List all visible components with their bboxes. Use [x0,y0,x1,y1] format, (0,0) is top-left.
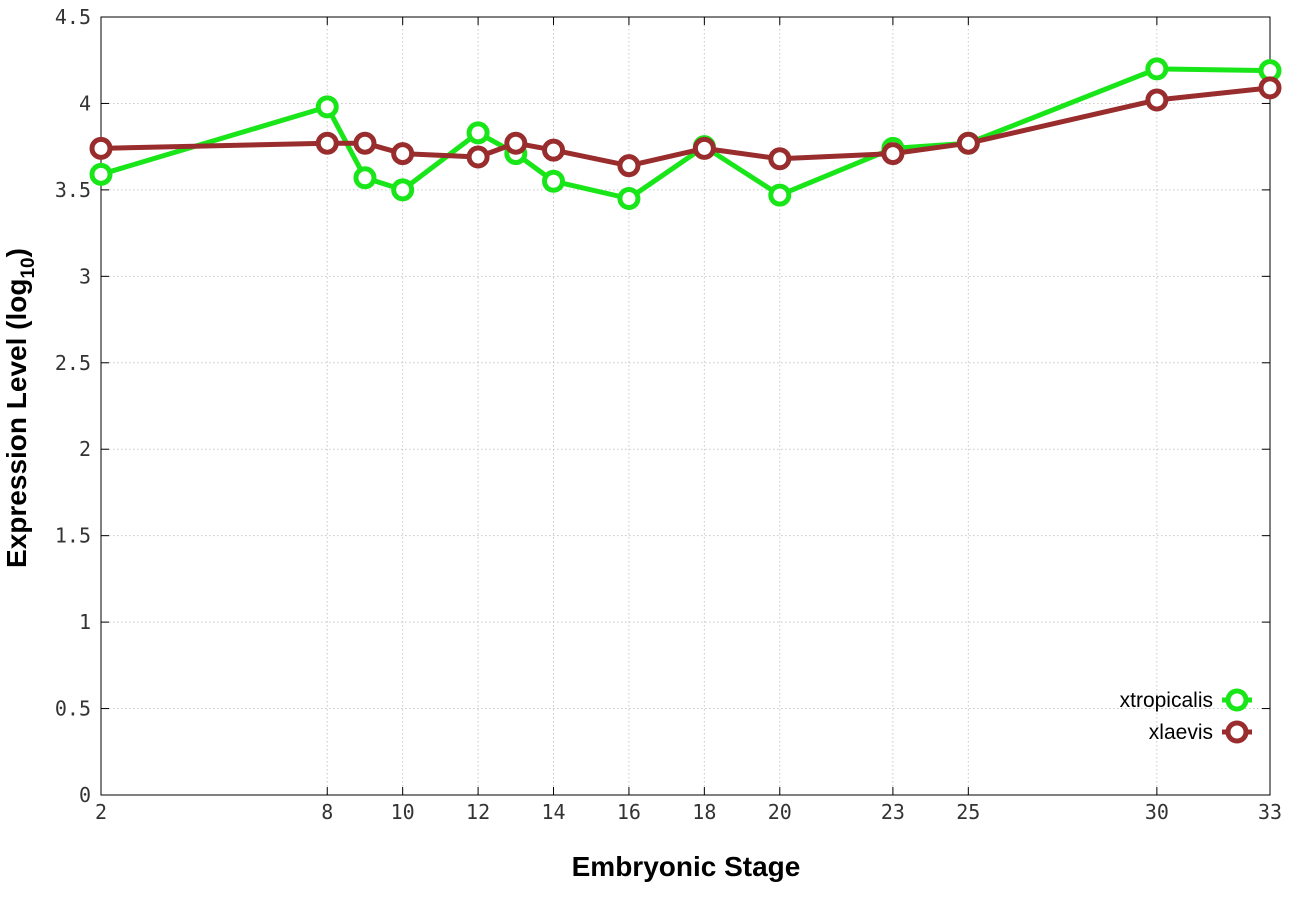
y-tick-label: 4.5 [55,5,91,29]
data-point-xlaevis [1258,76,1282,100]
y-tick-label: 4 [79,91,91,115]
x-tick-label: 2 [95,800,107,824]
data-point-xtropicalis [89,162,113,186]
y-tick-label: 0 [79,783,91,807]
y-tick-label: 2 [79,437,91,461]
legend: xtropicalis xlaevis [1120,688,1252,744]
y-tick-label: 2.5 [55,351,91,375]
y-tick-label: 3 [79,264,91,288]
x-tick-label: 12 [466,800,490,824]
y-tick-label: 1.5 [55,524,91,548]
data-point-xtropicalis [391,178,415,202]
y-axis-title-subscript: 10 [18,257,39,278]
x-tick-label: 25 [956,800,980,824]
data-point-xtropicalis [542,169,566,193]
data-point-xlaevis [391,142,415,166]
data-point-xlaevis [1145,88,1169,112]
series-line-xtropicalis [98,66,1273,201]
y-axis-title-main: Expression Level (log [1,279,32,568]
y-tick-label: 1 [79,610,91,634]
data-point-xtropicalis [315,95,339,119]
x-tick-label: 23 [881,800,905,824]
x-tick-label: 8 [321,800,333,824]
data-point-xlaevis [542,138,566,162]
data-point-xlaevis [504,131,528,155]
legend-label-xtropicalis: xtropicalis [1120,689,1213,712]
series-line-xlaevis [98,85,1273,169]
data-point-xlaevis [881,142,905,166]
legend-swatch-marker-xlaevis [1225,720,1249,744]
series-group [89,57,1282,211]
axis-ticks: 0 0.5 1 1.5 2 2.5 3 3.5 4 4.5 2 8 10 12 14 16 18 20 23 25 30… [55,5,1282,824]
x-tick-label: 16 [617,800,641,824]
data-point-xlaevis [617,154,641,178]
data-point-xlaevis [353,131,377,155]
data-point-xtropicalis [353,166,377,190]
data-point-xlaevis [466,145,490,169]
series-xlaevis [89,76,1282,178]
series-xtropicalis [89,57,1282,211]
legend-item-xlaevis: xlaevis [1149,720,1252,744]
data-point-xtropicalis [768,183,792,207]
data-point-xlaevis [692,136,716,160]
data-point-xtropicalis [1145,57,1169,81]
x-axis-title: Embryonic Stage [572,851,801,882]
y-axis-title-close: ) [1,248,32,257]
x-tick-label: 20 [768,800,792,824]
y-axis-title: Expression Level (log10) [1,248,39,568]
x-tick-label: 18 [692,800,716,824]
data-point-xlaevis [956,131,980,155]
data-point-xlaevis [768,147,792,171]
y-tick-label: 0.5 [55,697,91,721]
data-point-xlaevis [315,131,339,155]
legend-swatch-marker-xtropicalis [1225,688,1249,712]
legend-item-xtropicalis: xtropicalis [1120,688,1252,712]
x-tick-label: 10 [391,800,415,824]
data-point-xtropicalis [466,121,490,145]
data-point-xtropicalis [617,187,641,211]
y-tick-label: 3.5 [55,178,91,202]
x-tick-label: 14 [541,800,565,824]
legend-label-xlaevis: xlaevis [1149,721,1213,744]
plot-frame [100,16,1271,796]
grid [101,17,1270,795]
data-point-xlaevis [89,136,113,160]
x-tick-label: 33 [1258,800,1282,824]
x-tick-label: 30 [1145,800,1169,824]
